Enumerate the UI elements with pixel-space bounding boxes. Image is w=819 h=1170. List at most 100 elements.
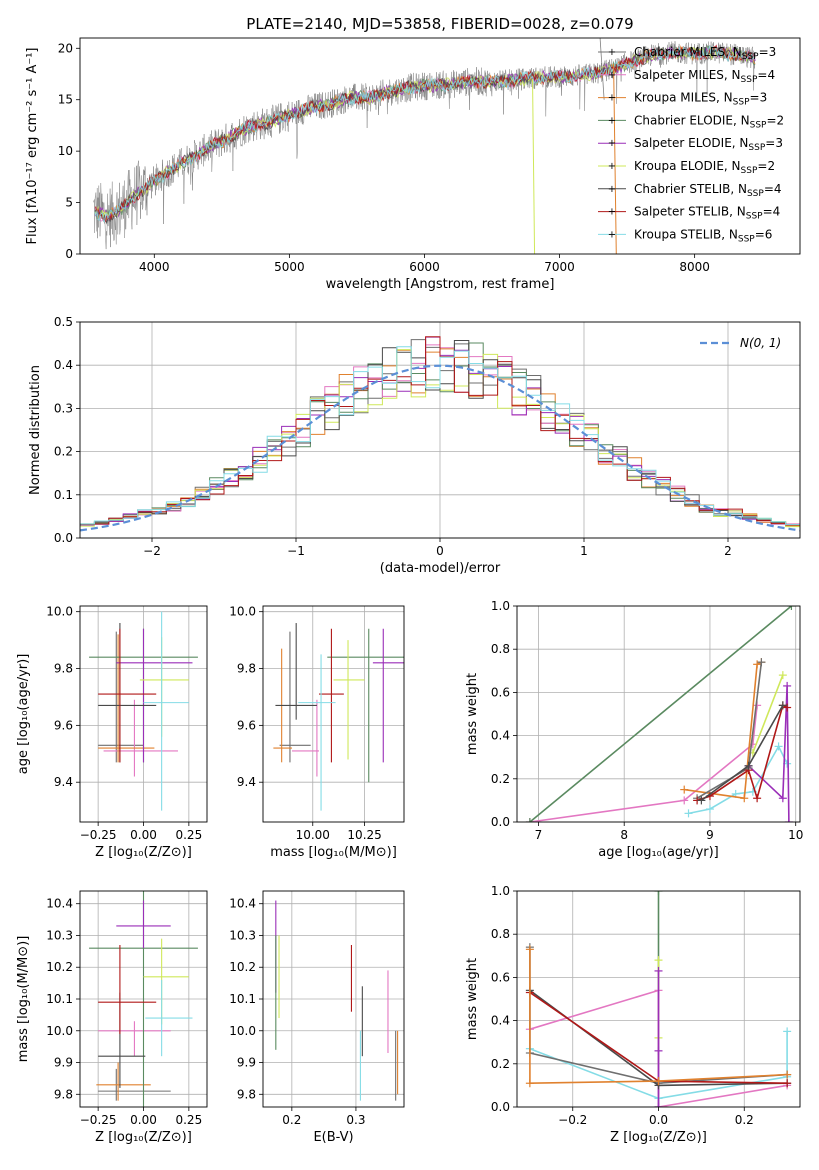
- plot-area-massweight_vs_Z: [525, 891, 792, 1107]
- data-point: [145, 979, 193, 1057]
- weight-marker: [654, 966, 663, 975]
- weight-marker: [654, 1046, 663, 1055]
- x-tick-label: 0.3: [346, 1113, 365, 1127]
- y-tick-label: 0.3: [54, 401, 73, 415]
- x-tick-label: −0.2: [558, 1113, 587, 1127]
- figure-title: PLATE=2140, MJD=53858, FIBERID=0028, z=0…: [246, 15, 633, 33]
- plot-area-mass_vs_Z: [89, 891, 198, 1107]
- legend-marker: +: [608, 93, 616, 104]
- y-tick-label: 9.8: [54, 662, 73, 676]
- legend-subscript: SSP: [738, 234, 755, 244]
- legend-text: Salpeter STELIB, N: [634, 205, 746, 219]
- panel-mass_vs_ebv: 0.2 0.3 9.8 9.9 10.0 10.1 10.2 10.3 10.4 E(B-V): [229, 890, 405, 1145]
- y-tick-label: 10.0: [46, 1024, 73, 1038]
- y-tick-label: 0.8: [491, 642, 510, 656]
- weight-marker: [680, 796, 689, 805]
- y-axis-label: Flux [fλ10⁻¹⁷ erg cm⁻² s⁻¹ A⁻¹]: [25, 48, 40, 245]
- axes-frame: [79, 37, 801, 255]
- legend-subscript: SSP: [741, 166, 758, 176]
- weight-marker: [778, 794, 787, 803]
- y-tick-label: 15: [58, 93, 73, 107]
- data-point: [98, 945, 157, 1034]
- x-tick-label: 0.25: [175, 1113, 202, 1127]
- data-point: [116, 628, 193, 763]
- x-tick-label: 9: [706, 828, 714, 842]
- weight-marker: [684, 809, 693, 818]
- axes-frame: [262, 890, 405, 1108]
- y-tick-label: 9.6: [54, 718, 73, 732]
- axes-frame: [79, 890, 208, 1108]
- y-tick-label: 0.2: [491, 1057, 510, 1071]
- y-tick-label: 20: [58, 41, 73, 55]
- plot-area-residuals: [80, 336, 800, 532]
- x-tick-label: 10.25: [347, 828, 381, 842]
- legend-subscript: SSP: [747, 189, 764, 199]
- y-tick-label: 1.0: [491, 884, 510, 898]
- data-point: [116, 900, 171, 949]
- legend-text: Chabrier ELODIE, N: [634, 113, 750, 127]
- y-tick-label: 10: [58, 144, 73, 158]
- model-spectrum: [94, 44, 756, 223]
- weight-marker: [654, 891, 663, 895]
- weight-marker: [753, 660, 762, 669]
- x-tick-label: 2: [724, 544, 732, 558]
- weight-marker: [705, 805, 714, 814]
- x-tick-label: 1: [580, 544, 588, 558]
- legend-value: =4: [764, 182, 782, 196]
- legend-marker: +: [608, 184, 616, 195]
- x-tick-label: 0.00: [130, 828, 157, 842]
- weight-marker: [784, 818, 793, 822]
- y-tick-label: 0.2: [491, 772, 510, 786]
- weight-marker: [525, 818, 534, 822]
- legend-entry: Salpeter MILES, NSSP=4: [634, 68, 775, 85]
- x-tick-label: 0: [436, 544, 444, 558]
- legend-text: Chabrier MILES, N: [634, 45, 742, 59]
- y-tick-label: 10.2: [46, 960, 73, 974]
- panel-spectrum: 4000 5000 6000 7000 8000 0 5 10 15 20 wavelength […: [25, 37, 801, 292]
- x-tick-label: 0.0: [649, 1113, 668, 1127]
- legend-value: =3: [750, 91, 768, 105]
- data-point: [298, 654, 336, 811]
- weight-marker: [753, 794, 762, 803]
- y-tick-label: 9.8: [237, 662, 256, 676]
- axes-frame: [262, 605, 405, 823]
- plot-area-spectrum: [93, 38, 756, 254]
- legend-entry: Chabrier ELODIE, NSSP=2: [634, 113, 784, 130]
- x-axis-label: Z [log₁₀(Z/Z⊙)]: [95, 1130, 192, 1145]
- axes-frame: [516, 605, 801, 823]
- legend-subscript: SSP: [741, 75, 758, 85]
- y-tick-label: 9.9: [54, 1056, 73, 1070]
- panel-massweight_vs_Z: −0.2 0.0 0.2 0.0 0.2 0.4 0.6 0.8 1.0 Z [log₁₀(Z/Z…: [465, 884, 801, 1145]
- data-point: [327, 628, 404, 783]
- legend-marker: +: [608, 161, 616, 172]
- weight-line: [529, 949, 788, 1085]
- axes-frame: [79, 605, 208, 823]
- plot-area-age_vs_Z: [89, 611, 198, 811]
- panel-mass_vs_Z: −0.25 0.00 0.25 9.8 9.9 10.0 10.1 10.2 10.3 10.4 Z…: [16, 890, 208, 1145]
- weight-line: [529, 705, 758, 822]
- y-tick-label: 0.4: [491, 729, 510, 743]
- legend-text: Chabrier STELIB, N: [634, 182, 747, 196]
- x-axis-label: Z [log₁₀(Z/Z⊙)]: [610, 1130, 707, 1145]
- y-axis-label: age [log₁₀(age/yr)]: [16, 654, 31, 775]
- y-tick-label: 0.4: [54, 358, 73, 372]
- axes-frame: [79, 321, 801, 539]
- data-point: [333, 640, 365, 760]
- weight-marker: [525, 945, 534, 954]
- residual-histogram: [80, 346, 800, 529]
- y-axis-label: Normed distribution: [28, 365, 43, 495]
- y-tick-label: 10.3: [229, 928, 256, 942]
- legend-value: =6: [755, 227, 773, 241]
- data-point: [98, 623, 157, 763]
- data-point: [98, 1021, 171, 1057]
- weight-marker: [778, 701, 787, 710]
- legend-value: =4: [763, 205, 781, 219]
- y-tick-label: 0: [65, 247, 73, 261]
- y-tick-label: 9.9: [237, 1056, 256, 1070]
- y-tick-label: 9.8: [54, 1087, 73, 1101]
- plot-area-massweight_vs_age: [525, 606, 796, 822]
- legend-subscript: SSP: [746, 212, 763, 222]
- legend-entry: Salpeter STELIB, NSSP=4: [634, 205, 780, 222]
